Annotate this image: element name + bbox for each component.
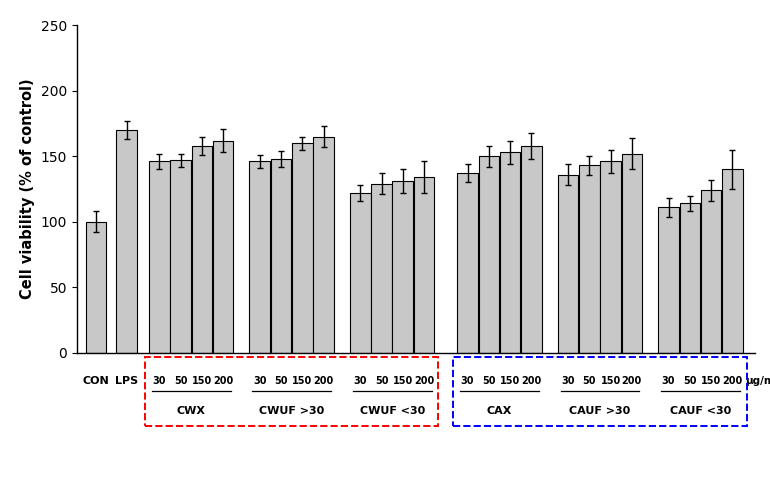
Bar: [313, 137, 334, 353]
Text: 150: 150: [292, 375, 313, 386]
Text: 150: 150: [192, 375, 212, 386]
Text: 200: 200: [521, 375, 541, 386]
Bar: [192, 146, 212, 353]
Bar: [413, 177, 434, 353]
Text: 30: 30: [152, 375, 166, 386]
Text: 30: 30: [353, 375, 367, 386]
Text: 50: 50: [274, 375, 288, 386]
Text: CWUF >30: CWUF >30: [259, 406, 324, 416]
Bar: [521, 146, 541, 353]
Text: 150: 150: [601, 375, 621, 386]
Bar: [457, 173, 478, 353]
Text: 50: 50: [482, 375, 496, 386]
Text: 50: 50: [375, 375, 388, 386]
Bar: [116, 130, 137, 353]
Bar: [658, 207, 679, 353]
Bar: [701, 191, 721, 353]
Bar: [371, 184, 392, 353]
Bar: [393, 181, 413, 353]
Bar: [213, 141, 233, 353]
Text: 150: 150: [393, 375, 413, 386]
Bar: [478, 156, 499, 353]
Text: 150: 150: [500, 375, 521, 386]
Bar: [722, 169, 742, 353]
Bar: [170, 160, 191, 353]
Bar: [679, 204, 700, 353]
Bar: [601, 161, 621, 353]
Bar: [350, 193, 370, 353]
Text: 200: 200: [213, 375, 233, 386]
Text: 50: 50: [174, 375, 187, 386]
Text: μg/mL: μg/mL: [745, 375, 770, 386]
Text: 30: 30: [253, 375, 266, 386]
Bar: [500, 152, 521, 353]
Text: 200: 200: [621, 375, 642, 386]
Text: 150: 150: [701, 375, 721, 386]
Text: CAX: CAX: [487, 406, 512, 416]
Text: 50: 50: [683, 375, 697, 386]
Bar: [271, 159, 291, 353]
Text: 30: 30: [460, 375, 474, 386]
Text: CAUF <30: CAUF <30: [670, 406, 731, 416]
Bar: [292, 143, 313, 353]
Bar: [249, 161, 270, 353]
Text: CWX: CWX: [176, 406, 206, 416]
Text: 200: 200: [313, 375, 333, 386]
Text: CAUF >30: CAUF >30: [569, 406, 631, 416]
Text: 30: 30: [661, 375, 675, 386]
Bar: [557, 174, 578, 353]
Text: 200: 200: [414, 375, 434, 386]
Y-axis label: Cell viability (% of control): Cell viability (% of control): [20, 79, 35, 299]
Text: CON: CON: [82, 375, 109, 386]
Bar: [621, 154, 642, 353]
Text: 30: 30: [561, 375, 574, 386]
Text: LPS: LPS: [116, 375, 139, 386]
Bar: [85, 222, 106, 353]
Text: 50: 50: [583, 375, 596, 386]
Text: 200: 200: [722, 375, 742, 386]
Bar: [149, 161, 169, 353]
Text: CWUF <30: CWUF <30: [360, 406, 425, 416]
Bar: [579, 165, 600, 353]
